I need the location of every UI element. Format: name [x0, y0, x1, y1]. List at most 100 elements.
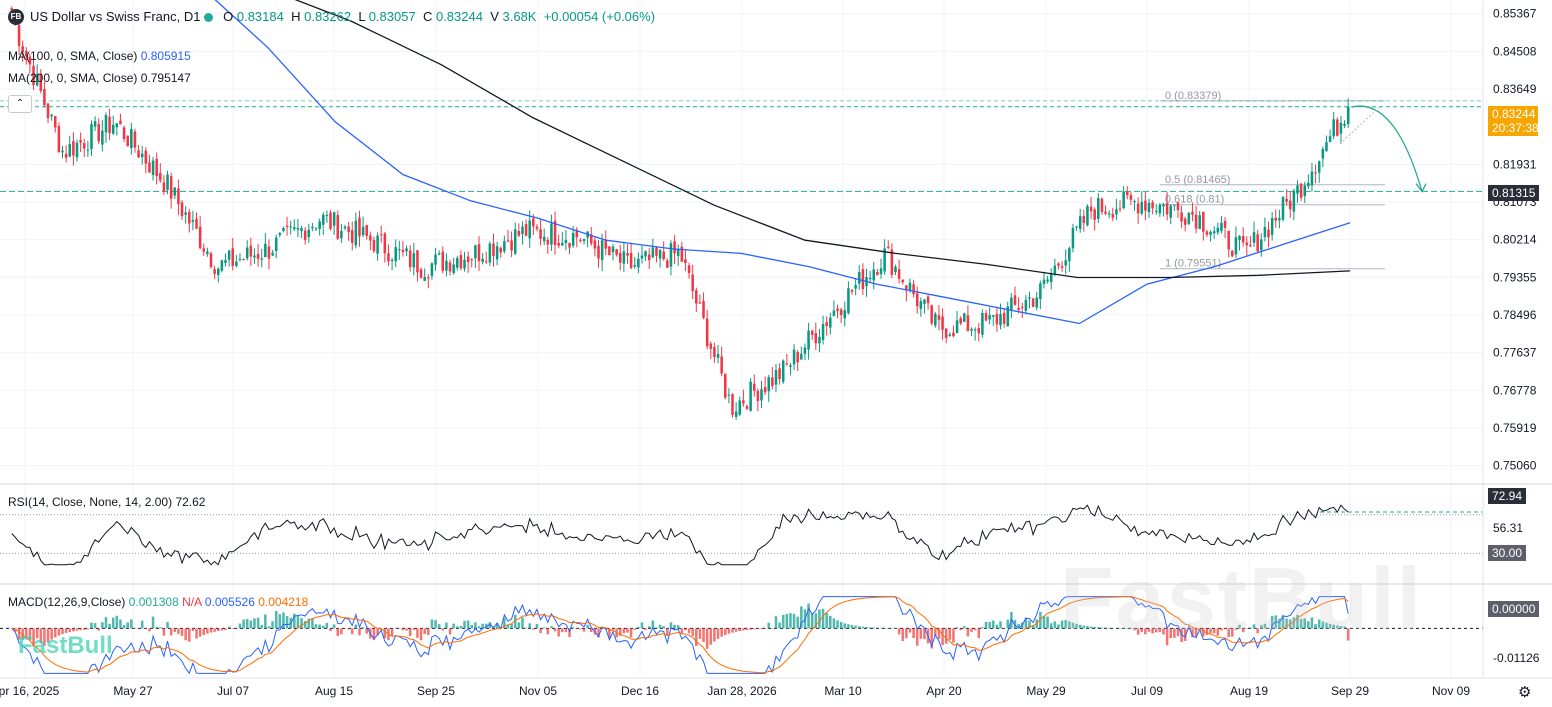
- candle-body: [684, 259, 687, 264]
- rsi-value: 72.62: [175, 495, 206, 509]
- macd-histogram-bar: [756, 628, 760, 630]
- macd-histogram-bar: [28, 628, 32, 641]
- macd-histogram-bar: [992, 620, 995, 629]
- macd-histogram-bar: [1205, 628, 1209, 635]
- candle-body: [622, 251, 626, 264]
- candle-body: [778, 368, 781, 380]
- macd-histogram-bar: [535, 623, 539, 629]
- macd-histogram-bar: [912, 628, 915, 639]
- candle-body: [376, 235, 379, 254]
- open-value: 0.83184: [236, 9, 284, 24]
- macd-histogram-bar: [1183, 628, 1187, 641]
- macd-histogram-bar: [647, 626, 651, 629]
- candle-body: [792, 349, 796, 365]
- candle-body: [1154, 211, 1158, 213]
- candle-body: [698, 302, 702, 304]
- macd-histogram-bar: [724, 628, 727, 636]
- candle-body: [553, 220, 557, 245]
- watermark: FastBull: [1060, 549, 1424, 648]
- macd-histogram-bar: [1238, 624, 1241, 629]
- macd-legend[interactable]: MACD(12,26,9,Close) 0.001308 N/A 0.00552…: [8, 595, 308, 609]
- candle-body: [1256, 234, 1259, 252]
- macd-histogram-bar: [14, 628, 17, 632]
- macd-histogram-bar: [184, 628, 187, 641]
- ma100-label: MA(100, 0, SMA, Close): [8, 49, 138, 63]
- macd-histogram-bar: [1046, 616, 1049, 629]
- macd-histogram-bar: [521, 617, 524, 629]
- candle-body: [231, 248, 234, 266]
- candle-body: [408, 250, 412, 268]
- candle-body: [1274, 217, 1278, 221]
- macd-histogram-bar: [220, 628, 224, 631]
- macd-histogram-bar: [264, 614, 267, 629]
- macd-histogram-bar: [459, 625, 463, 629]
- collapse-legend-button[interactable]: ⌃: [8, 95, 32, 113]
- macd-histogram-bar: [325, 622, 329, 629]
- candle-body: [952, 332, 955, 337]
- candle-body: [1307, 182, 1310, 187]
- macd-histogram-bar: [814, 613, 818, 629]
- macd-histogram-bar: [1260, 625, 1263, 629]
- ma200-legend[interactable]: MA(200, 0, SMA, Close) 0.795147: [8, 71, 191, 85]
- candle-body: [177, 188, 180, 205]
- candle-body: [441, 251, 445, 271]
- rsi-legend[interactable]: RSI(14, Close, None, 14, 2.00) 72.62: [8, 495, 205, 509]
- candle-body: [1118, 208, 1122, 210]
- chart-settings-gear-icon[interactable]: ⚙: [1518, 684, 1532, 701]
- candle-body: [28, 56, 32, 65]
- macd-histogram-bar: [695, 628, 698, 647]
- candle-body: [249, 245, 253, 257]
- candle-body: [54, 116, 57, 128]
- fibonacci-levels: 0 (0.83379) 0.5 (0.81465) 0.618 (0.81) 1 (0…: [0, 90, 1483, 270]
- macd-histogram-bar: [760, 628, 763, 630]
- candle-body: [1270, 218, 1274, 235]
- candle-body: [256, 253, 260, 259]
- candle-body: [984, 313, 988, 321]
- y-tick-label: 0.79355: [1493, 270, 1537, 284]
- candle-body: [742, 400, 745, 404]
- macd-histogram-bar: [1220, 628, 1223, 631]
- chart-title[interactable]: US Dollar vs Swiss Franc, D1: [30, 9, 201, 24]
- candle-body: [854, 285, 857, 289]
- low-value: 0.83057: [368, 9, 416, 24]
- candle-body: [640, 255, 644, 259]
- macd-histogram-bar: [532, 628, 535, 630]
- macd-na-value: N/A: [182, 595, 202, 609]
- macd-histogram-bar: [122, 625, 126, 629]
- macd-histogram-bar: [626, 628, 629, 633]
- candle-body: [470, 259, 474, 261]
- projection-guide: [1339, 106, 1381, 145]
- macd-histogram-bar: [1176, 628, 1180, 637]
- candle-body: [955, 320, 959, 334]
- candle-body: [1176, 202, 1180, 211]
- macd-histogram-bar: [54, 628, 57, 638]
- ma100-legend[interactable]: MA(100, 0, SMA, Close) 0.805915: [8, 49, 191, 63]
- macd-histogram-bar: [416, 628, 419, 638]
- macd-histogram-bar: [25, 628, 28, 640]
- macd-histogram-bar: [1104, 627, 1107, 629]
- candle-body: [274, 237, 278, 251]
- macd-histogram-bar: [1057, 624, 1060, 629]
- macd-histogram-bar: [644, 628, 647, 630]
- candle-body: [579, 240, 582, 242]
- macd-histogram-bar: [919, 628, 923, 639]
- macd-histogram-bar: [1126, 628, 1129, 629]
- candle-body: [369, 235, 372, 241]
- macd-histogram-bar: [108, 623, 111, 629]
- macd-histogram-bar: [908, 628, 912, 633]
- candle-body: [1017, 307, 1020, 310]
- candle-body: [1183, 218, 1187, 225]
- candle-body: [303, 230, 307, 240]
- candle-body: [1227, 230, 1230, 250]
- candle-body: [17, 25, 21, 46]
- candle-body: [184, 212, 187, 215]
- macd-histogram-bar: [1325, 622, 1328, 629]
- macd-histogram-bar: [948, 628, 952, 640]
- macd-histogram-bar: [456, 626, 459, 629]
- macd-histogram-bar: [981, 627, 984, 629]
- macd-histogram-bar: [130, 619, 133, 629]
- candle-body: [1292, 190, 1296, 212]
- macd-histogram-bar: [285, 616, 289, 629]
- candle-body: [615, 249, 618, 255]
